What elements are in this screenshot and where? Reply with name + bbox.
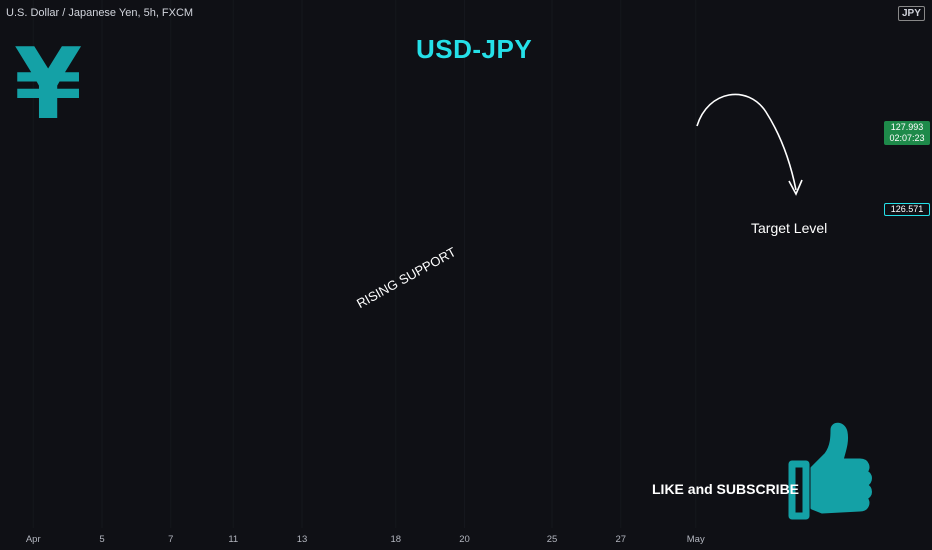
yen-logo-icon: ¥ [14, 28, 83, 142]
overlay-layer [696, 93, 872, 520]
current-price-value: 127.993 [890, 122, 924, 132]
x-tick-label: Apr [26, 534, 41, 545]
x-tick-label: 5 [99, 534, 104, 545]
x-tick-label: 18 [390, 534, 401, 545]
x-tick-label: 13 [297, 534, 308, 545]
countdown-value: 02:07:23 [889, 133, 925, 143]
chart-headline: USD-JPY [416, 34, 533, 64]
x-tick-label: 27 [615, 534, 626, 545]
x-tick-label: 7 [168, 534, 173, 545]
x-tick-label: May [687, 534, 705, 545]
thumb-hand [810, 422, 872, 514]
target-price-tag: 126.571 [884, 203, 930, 216]
currency-badge[interactable]: JPY [898, 6, 925, 21]
x-tick-label: 11 [228, 534, 238, 545]
current-price-tag: 127.993 02:07:23 [884, 121, 930, 145]
thumb-cuff [788, 460, 810, 520]
x-tick-label: 25 [547, 534, 558, 545]
curved-arrow-head [788, 179, 803, 196]
curved-arrow [696, 93, 797, 191]
grid-layer [0, 0, 884, 528]
symbol-info[interactable]: U.S. Dollar / Japanese Yen, 5h, FXCM [6, 7, 194, 19]
target-label: Target Level [751, 220, 828, 236]
thumbs-up-icon [788, 422, 872, 520]
time-axis[interactable]: Apr 5 7 11 13 18 20 25 27 May [26, 534, 705, 545]
cta-text: LIKE and SUBSCRIBE [652, 481, 800, 497]
x-tick-label: 20 [459, 534, 470, 545]
